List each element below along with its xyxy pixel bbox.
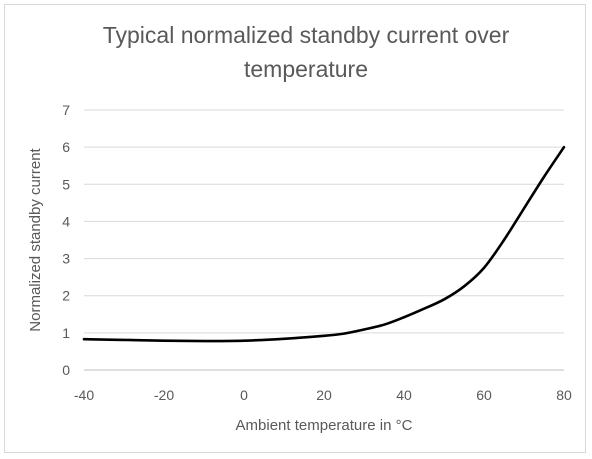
y-tick-label: 0 [62,362,70,378]
x-tick-label: -20 [154,387,174,403]
chart-frame [4,4,586,453]
y-tick-label: 1 [62,325,70,341]
x-tick-label: 80 [556,387,572,403]
y-tick-label: 2 [62,288,70,304]
y-tick-label: 3 [62,251,70,267]
series-line [82,145,566,343]
x-tick-label: 40 [396,387,412,403]
gridlines [84,109,564,371]
x-tick-label: 60 [476,387,492,403]
y-tick-label: 7 [62,102,70,118]
y-tick-label: 4 [62,213,70,229]
x-axis-label: Ambient temperature in °C [236,417,413,434]
y-axis-label: Normalized standby current [27,147,44,331]
x-tick-labels: -40 -20 0 20 40 60 80 [74,387,572,403]
y-tick-label: 5 [62,176,70,192]
x-tick-label: -40 [74,387,94,403]
x-tick-label: 20 [316,387,332,403]
x-tick-label: 0 [240,387,248,403]
y-tick-labels: 0 1 2 3 4 5 6 7 [62,102,70,378]
y-tick-label: 6 [62,139,70,155]
chart-title: Typical normalized standby current over … [102,22,510,82]
